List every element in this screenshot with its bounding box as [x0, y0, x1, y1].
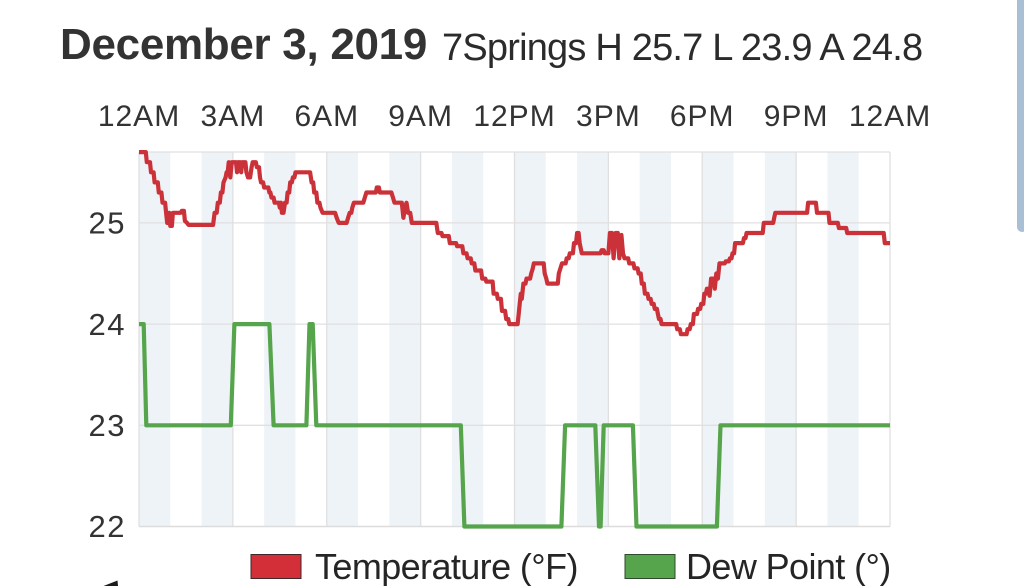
- svg-text:23: 23: [89, 408, 126, 443]
- svg-text:24: 24: [89, 307, 126, 342]
- svg-text:6AM: 6AM: [294, 100, 359, 133]
- svg-text:22: 22: [89, 509, 126, 544]
- svg-text:9PM: 9PM: [764, 100, 829, 133]
- svg-text:9AM: 9AM: [388, 100, 453, 133]
- svg-text:12PM: 12PM: [473, 100, 555, 133]
- svg-text:3AM: 3AM: [201, 100, 266, 133]
- svg-text:12AM: 12AM: [98, 100, 180, 133]
- svg-text:25: 25: [89, 206, 126, 241]
- svg-text:Temperature (°F): Temperature (°F): [315, 546, 578, 586]
- svg-text:6PM: 6PM: [670, 100, 735, 133]
- svg-text:12AM: 12AM: [849, 100, 931, 133]
- svg-text:Dew Point (°): Dew Point (°): [686, 546, 891, 586]
- svg-text:3PM: 3PM: [576, 100, 641, 133]
